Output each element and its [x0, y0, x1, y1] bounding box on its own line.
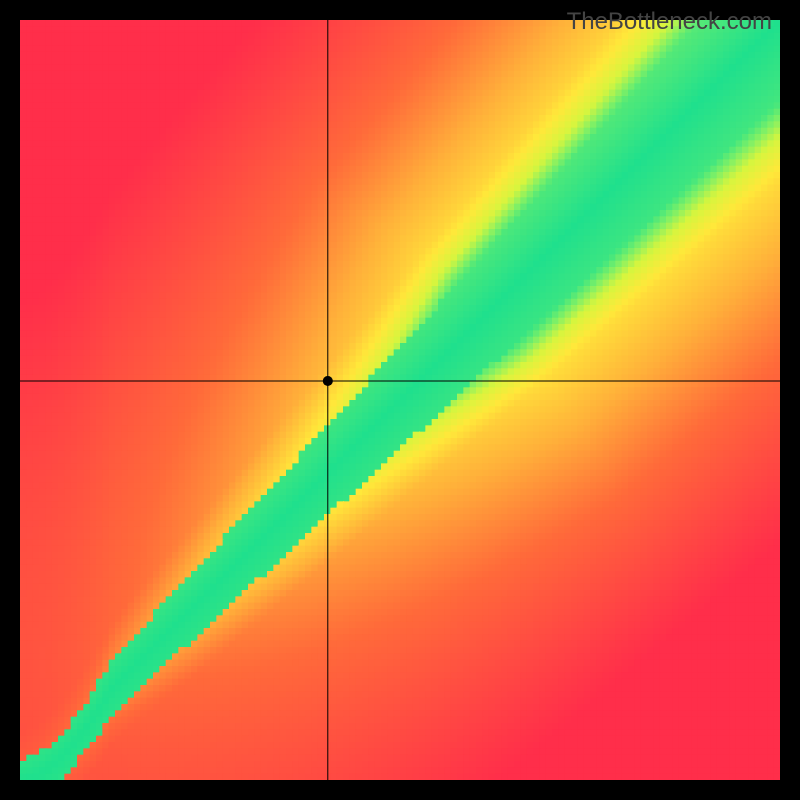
chart-border — [0, 0, 800, 800]
bottleneck-heatmap-chart: TheBottleneck.com — [0, 0, 800, 800]
